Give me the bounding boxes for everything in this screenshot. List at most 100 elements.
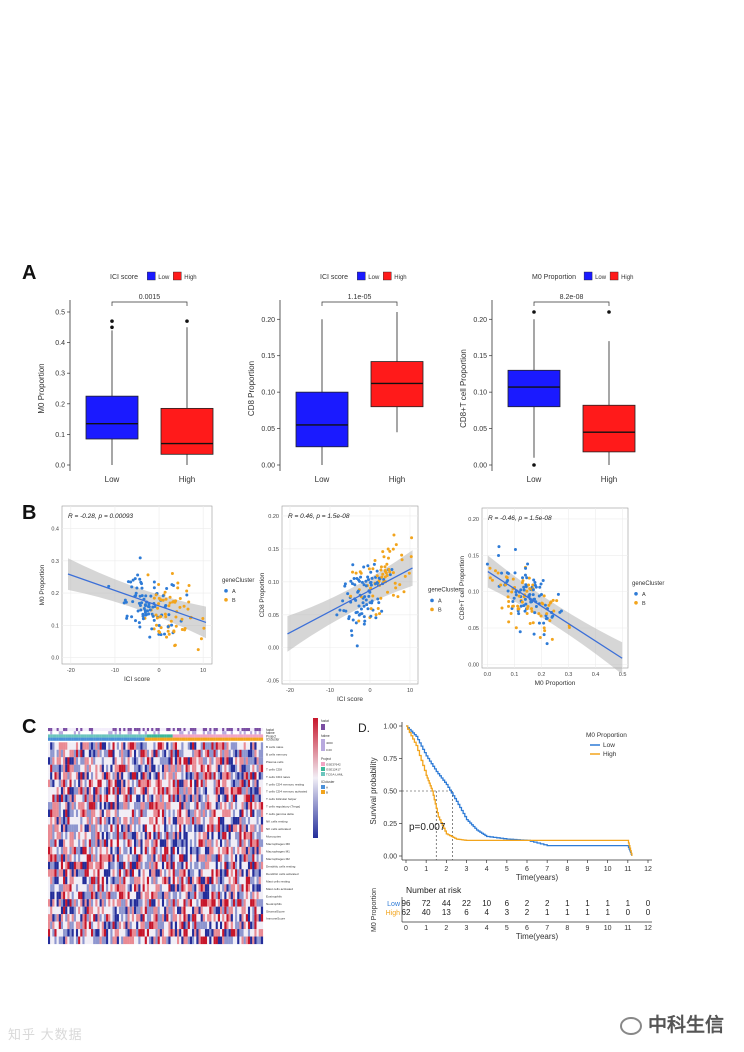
heatmap-cell	[103, 936, 107, 945]
heatmap-cell	[185, 779, 188, 788]
heatmap-cell	[161, 794, 165, 803]
annotation-cell	[222, 728, 225, 732]
heatmap-cell	[157, 936, 160, 945]
heatmap-cell	[63, 824, 66, 833]
heatmap-cell	[192, 906, 195, 915]
heatmap-cell	[127, 757, 130, 765]
heatmap-cell	[185, 831, 188, 840]
heatmap-cell	[159, 749, 163, 758]
annotation-cell	[97, 728, 100, 732]
legend-swatch	[321, 762, 325, 766]
heatmap-cell	[232, 772, 236, 780]
heatmap-cell	[168, 809, 171, 818]
legend-dot-a	[224, 589, 228, 593]
annotation-cell	[112, 737, 115, 741]
heatmap-cell	[164, 921, 167, 930]
scatter-point-a	[497, 553, 501, 557]
heatmap-cell	[108, 824, 111, 833]
heatmap-cell	[65, 809, 68, 818]
annotation-cell	[164, 728, 167, 732]
heatmap-cell	[183, 839, 186, 847]
heatmap-cell	[146, 787, 150, 795]
scatter-point-b	[531, 621, 535, 625]
heatmap-cell	[121, 899, 124, 907]
heatmap-cell	[131, 779, 135, 788]
heatmap-cell	[114, 861, 117, 870]
heatmap-cell	[125, 809, 128, 818]
heatmap-cell	[174, 809, 178, 818]
heatmap-cell	[243, 899, 246, 907]
heatmap-cell	[127, 906, 130, 915]
heatmap-cell	[166, 906, 169, 915]
heatmap-cell	[172, 809, 175, 818]
heatmap-cell	[239, 854, 242, 862]
annotation-cell	[232, 731, 236, 735]
scatter-point-b	[537, 612, 541, 616]
heatmap-cell	[235, 772, 238, 780]
heatmap-cell	[207, 802, 210, 810]
heatmap-cell	[138, 787, 141, 795]
heatmap-cell	[144, 891, 147, 900]
annotation-cell	[256, 737, 259, 741]
heatmap-cell	[125, 854, 128, 862]
heatmap-cell	[202, 884, 206, 892]
heatmap-cell	[106, 824, 109, 833]
heatmap-cell	[235, 809, 238, 818]
heatmap-cell	[91, 839, 94, 847]
heatmap-cell	[82, 742, 85, 750]
heatmap-cell	[106, 749, 109, 758]
heatmap-cell	[50, 884, 53, 892]
heatmap-cell	[174, 891, 178, 900]
heatmap-cell	[194, 854, 197, 862]
heatmap-cell	[121, 787, 124, 795]
scatter-point-b	[530, 607, 534, 611]
annotation-cell	[97, 737, 100, 741]
annotation-cell	[71, 737, 74, 741]
annotation-cell	[52, 731, 55, 735]
heatmap-cell	[181, 764, 184, 773]
heatmap-cell	[84, 809, 87, 818]
heatmap-cell	[136, 854, 139, 862]
heatmap-cell	[151, 794, 154, 803]
heatmap-cell	[161, 929, 165, 937]
heatmap-cell	[127, 749, 130, 758]
heatmap-cell	[80, 749, 83, 758]
annotation-cell	[50, 734, 53, 738]
heatmap-cell	[146, 772, 150, 780]
heatmap-cell	[230, 869, 233, 877]
heatmap-cell	[228, 884, 231, 892]
heatmap-cell	[149, 921, 152, 930]
annotation-cell	[198, 734, 201, 738]
heatmap-cell	[97, 817, 100, 825]
heatmap-cell	[84, 824, 87, 833]
heatmap-cell	[192, 846, 195, 855]
annotation-cell	[73, 728, 77, 732]
heatmap-cell	[204, 876, 208, 885]
heatmap-cell	[91, 742, 94, 750]
annotation-cell	[142, 737, 145, 741]
heatmap-cell	[65, 884, 68, 892]
heatmap-cell	[106, 802, 109, 810]
heatmap-cell	[172, 891, 175, 900]
annotation-cell	[232, 728, 236, 732]
heatmap-cell	[69, 839, 72, 847]
heatmap-cell	[121, 802, 124, 810]
heatmap-cell	[123, 757, 126, 765]
heatmap-cell	[224, 854, 227, 862]
heatmap-cell	[56, 742, 59, 750]
heatmap-cell	[226, 869, 229, 877]
heatmap-cell	[95, 869, 98, 877]
heatmap-cell	[239, 839, 242, 847]
heatmap-cell	[65, 779, 68, 788]
scatter-point-a	[358, 579, 362, 583]
heatmap-cell	[125, 831, 128, 840]
annotation-cell	[97, 734, 100, 738]
heatmap-cell	[247, 936, 251, 945]
heatmap-cell	[239, 899, 242, 907]
heatmap-cell	[217, 929, 221, 937]
heatmap-cell	[138, 839, 141, 847]
heatmap-cell	[80, 742, 83, 750]
heatmap-cell	[239, 831, 242, 840]
heatmap-cell	[110, 809, 113, 818]
heatmap-cell	[170, 891, 173, 900]
